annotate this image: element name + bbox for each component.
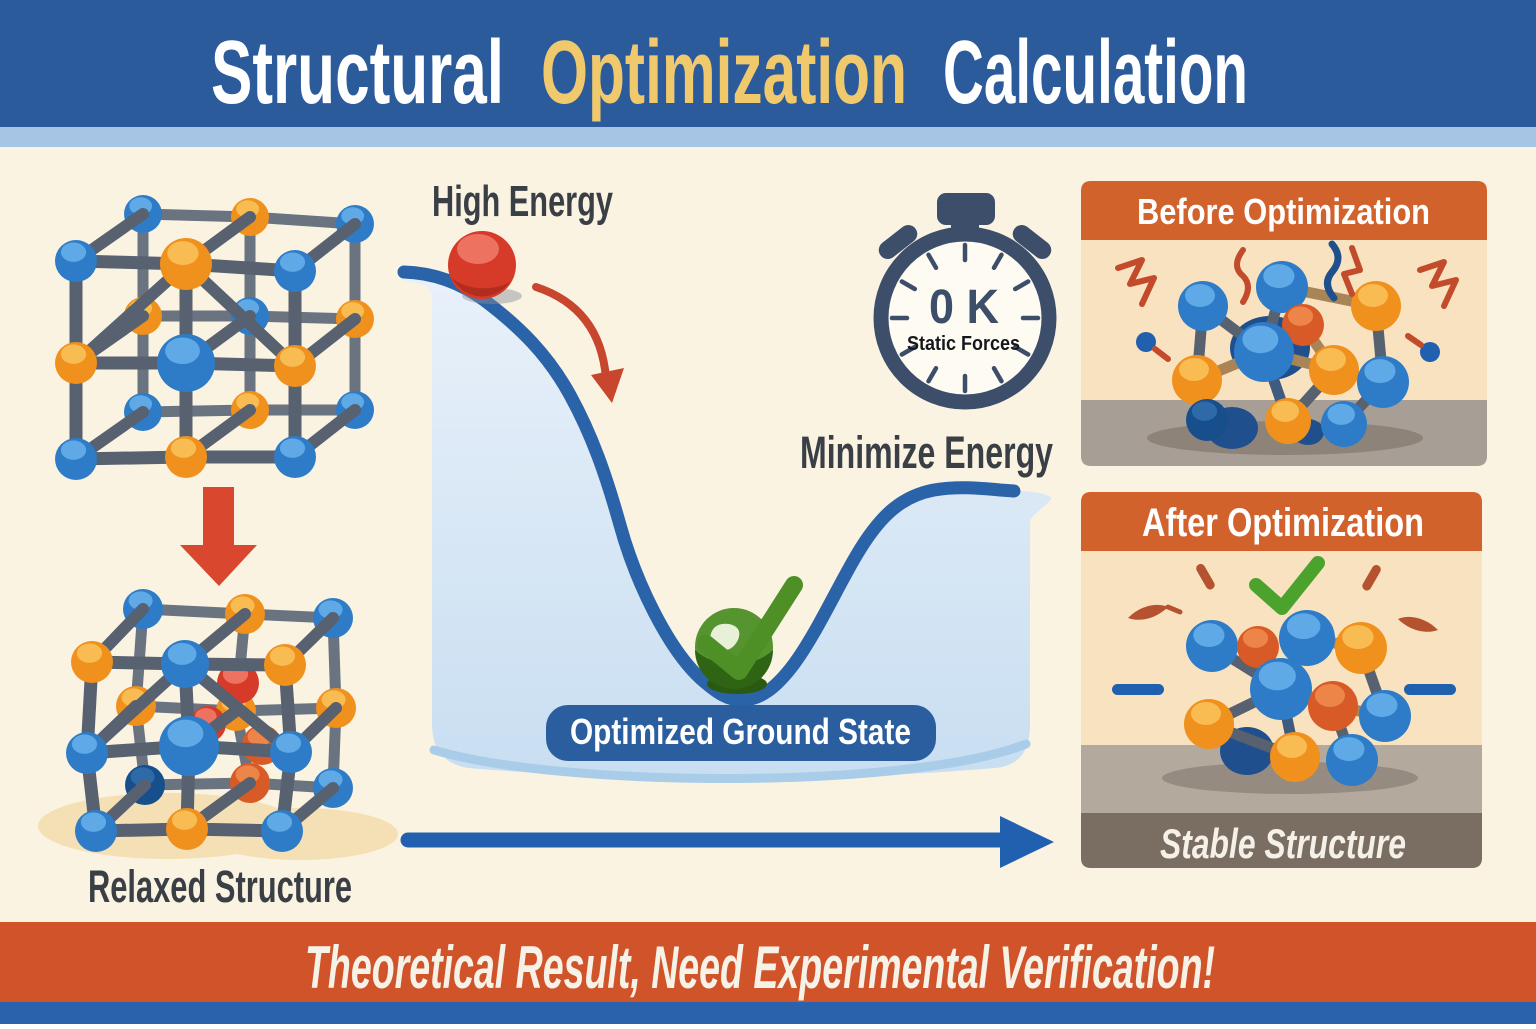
svg-text:Optimization: Optimization (541, 23, 907, 123)
svg-text:High Energy: High Energy (432, 177, 613, 226)
svg-text:Minimize Energy: Minimize Energy (800, 427, 1053, 478)
svg-text:Optimized Ground State: Optimized Ground State (570, 711, 911, 752)
svg-text:Theoretical Result, Need Exper: Theoretical Result, Need Experimental Ve… (305, 934, 1215, 1001)
svg-text:Calculation: Calculation (943, 23, 1248, 123)
svg-text:Structural: Structural (211, 23, 504, 123)
svg-text:Before Optimization: Before Optimization (1137, 191, 1430, 232)
svg-text:After Optimization: After Optimization (1142, 501, 1424, 545)
svg-text:Relaxed Structure: Relaxed Structure (88, 861, 352, 912)
svg-text:0 K: 0 K (929, 281, 999, 334)
svg-text:Static Forces: Static Forces (907, 333, 1020, 355)
svg-text:Stable Structure: Stable Structure (1160, 820, 1406, 867)
